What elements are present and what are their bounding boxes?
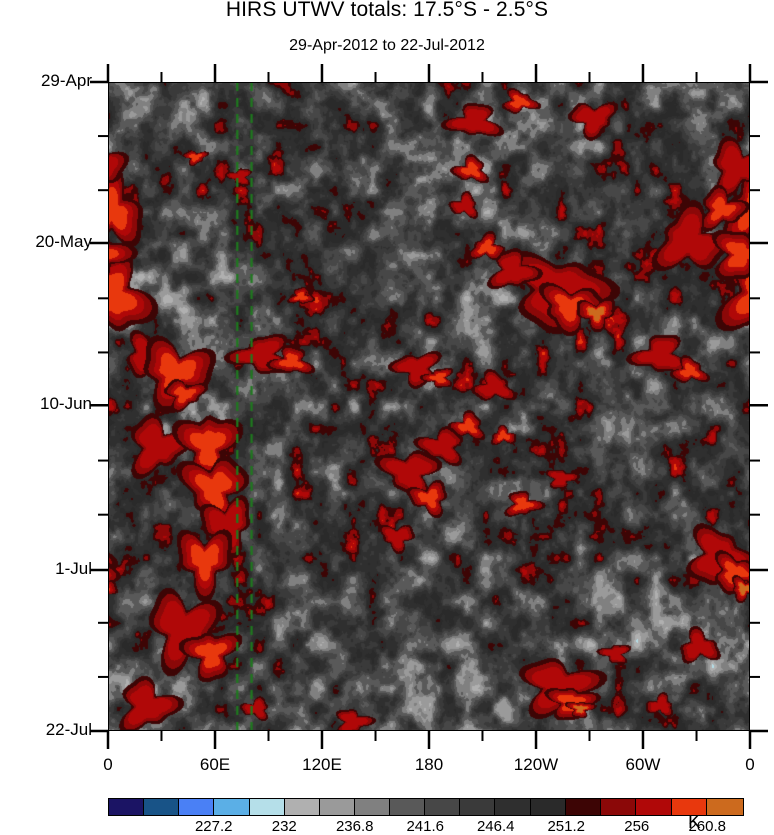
page-title: HIRS UTWV totals: 17.5°S - 2.5°S	[225, 0, 549, 21]
colorbar-cell	[144, 799, 180, 815]
colorbar-cell	[284, 799, 320, 815]
x-axis-tick-label: 60E	[199, 755, 231, 774]
colorbar-tick-label: 232	[271, 818, 297, 835]
y-axis-tick-label: 20-May	[35, 231, 92, 251]
colorbar-tick-label: 236.8	[335, 818, 374, 835]
colorbar-cell	[495, 799, 531, 815]
colorbar-tick-label: 227.2	[194, 818, 233, 835]
x-axis-tick-label: 0	[745, 755, 755, 774]
colorbar-cell	[600, 799, 636, 815]
plot-area	[108, 82, 750, 731]
y-axis-tick-label: 29-Apr	[40, 71, 92, 90]
colorbar-cell	[354, 799, 390, 815]
colorbar-cell	[390, 799, 426, 815]
colorbar-cell	[460, 799, 496, 815]
colorbar-tick-label: 256	[624, 818, 650, 835]
contour-field	[108, 82, 750, 731]
colorbar-unit-label: K	[688, 812, 701, 833]
colorbar-cell	[425, 799, 461, 815]
colorbar	[108, 798, 672, 816]
colorbar-tail	[672, 798, 744, 816]
colorbar-tick-label: 246.4	[476, 818, 515, 835]
colorbar-cell	[635, 799, 671, 815]
y-axis-tick-label: 22-Jul	[45, 720, 92, 739]
y-axis-tick-label: 1-Jul	[55, 559, 92, 579]
colorbar-tick-label: 241.6	[406, 818, 445, 835]
x-axis-tick-label: 180	[414, 755, 444, 774]
chart-subtitle: 29-Apr-2012 to 22-Jul-2012	[289, 37, 485, 54]
colorbar-tick-label: 251.2	[547, 818, 586, 835]
colorbar-cell	[672, 799, 708, 815]
colorbar-cell	[109, 799, 145, 815]
colorbar-cell	[214, 799, 250, 815]
colorbar-cell	[319, 799, 355, 815]
x-axis-tick-label: 120W	[513, 755, 559, 774]
colorbar-cell	[249, 799, 285, 815]
colorbar-cell	[530, 799, 566, 815]
y-axis-tick-label: 10-Jun	[40, 394, 92, 414]
x-axis-tick-label: 120E	[302, 755, 342, 774]
colorbar-cell	[707, 799, 743, 815]
colorbar-tick-label: 260.8	[688, 818, 727, 835]
colorbar-cell	[179, 799, 215, 815]
x-axis-tick-label: 0	[103, 755, 113, 774]
x-axis-tick-label: 60W	[625, 755, 661, 774]
colorbar-cell	[565, 799, 601, 815]
